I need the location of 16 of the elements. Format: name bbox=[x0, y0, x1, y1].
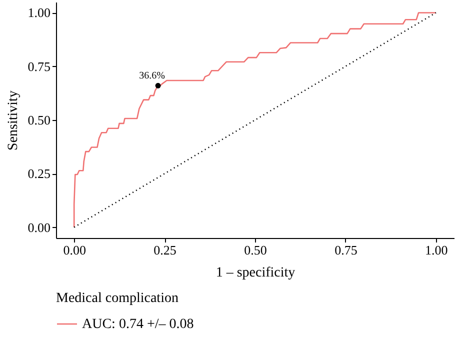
y-tick-label: 0.50 bbox=[28, 112, 50, 128]
y-tick-label: 1.00 bbox=[28, 5, 50, 20]
annotation: 36.6% bbox=[139, 70, 165, 82]
x-tick-label: 0.75 bbox=[334, 242, 358, 258]
x-tick-label: 0.50 bbox=[244, 242, 267, 258]
y-tick-label: 0.25 bbox=[28, 166, 50, 182]
x-axis-title: 1 – specificity bbox=[216, 266, 296, 280]
y-tick-label: 0.00 bbox=[28, 220, 50, 235]
legend-label: AUC: 0.74 +/– 0.08 bbox=[82, 317, 194, 332]
legend-title: Medical complication bbox=[56, 291, 178, 306]
x-tick-label: 0.25 bbox=[154, 242, 176, 258]
x-tick-label: 0.00 bbox=[63, 242, 86, 258]
line-series bbox=[73, 12, 437, 228]
x-tick-label: 1.00 bbox=[425, 242, 448, 258]
y-tick-label: 0.75 bbox=[28, 58, 50, 74]
y-axis-title: Sensitivity bbox=[6, 90, 21, 150]
